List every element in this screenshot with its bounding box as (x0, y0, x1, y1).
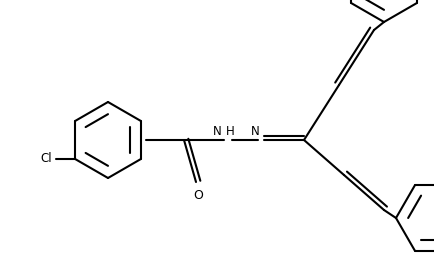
Text: O: O (193, 189, 203, 202)
Text: Cl: Cl (40, 152, 52, 166)
Text: N: N (213, 125, 222, 138)
Text: N: N (251, 125, 260, 138)
Text: H: H (226, 125, 235, 138)
